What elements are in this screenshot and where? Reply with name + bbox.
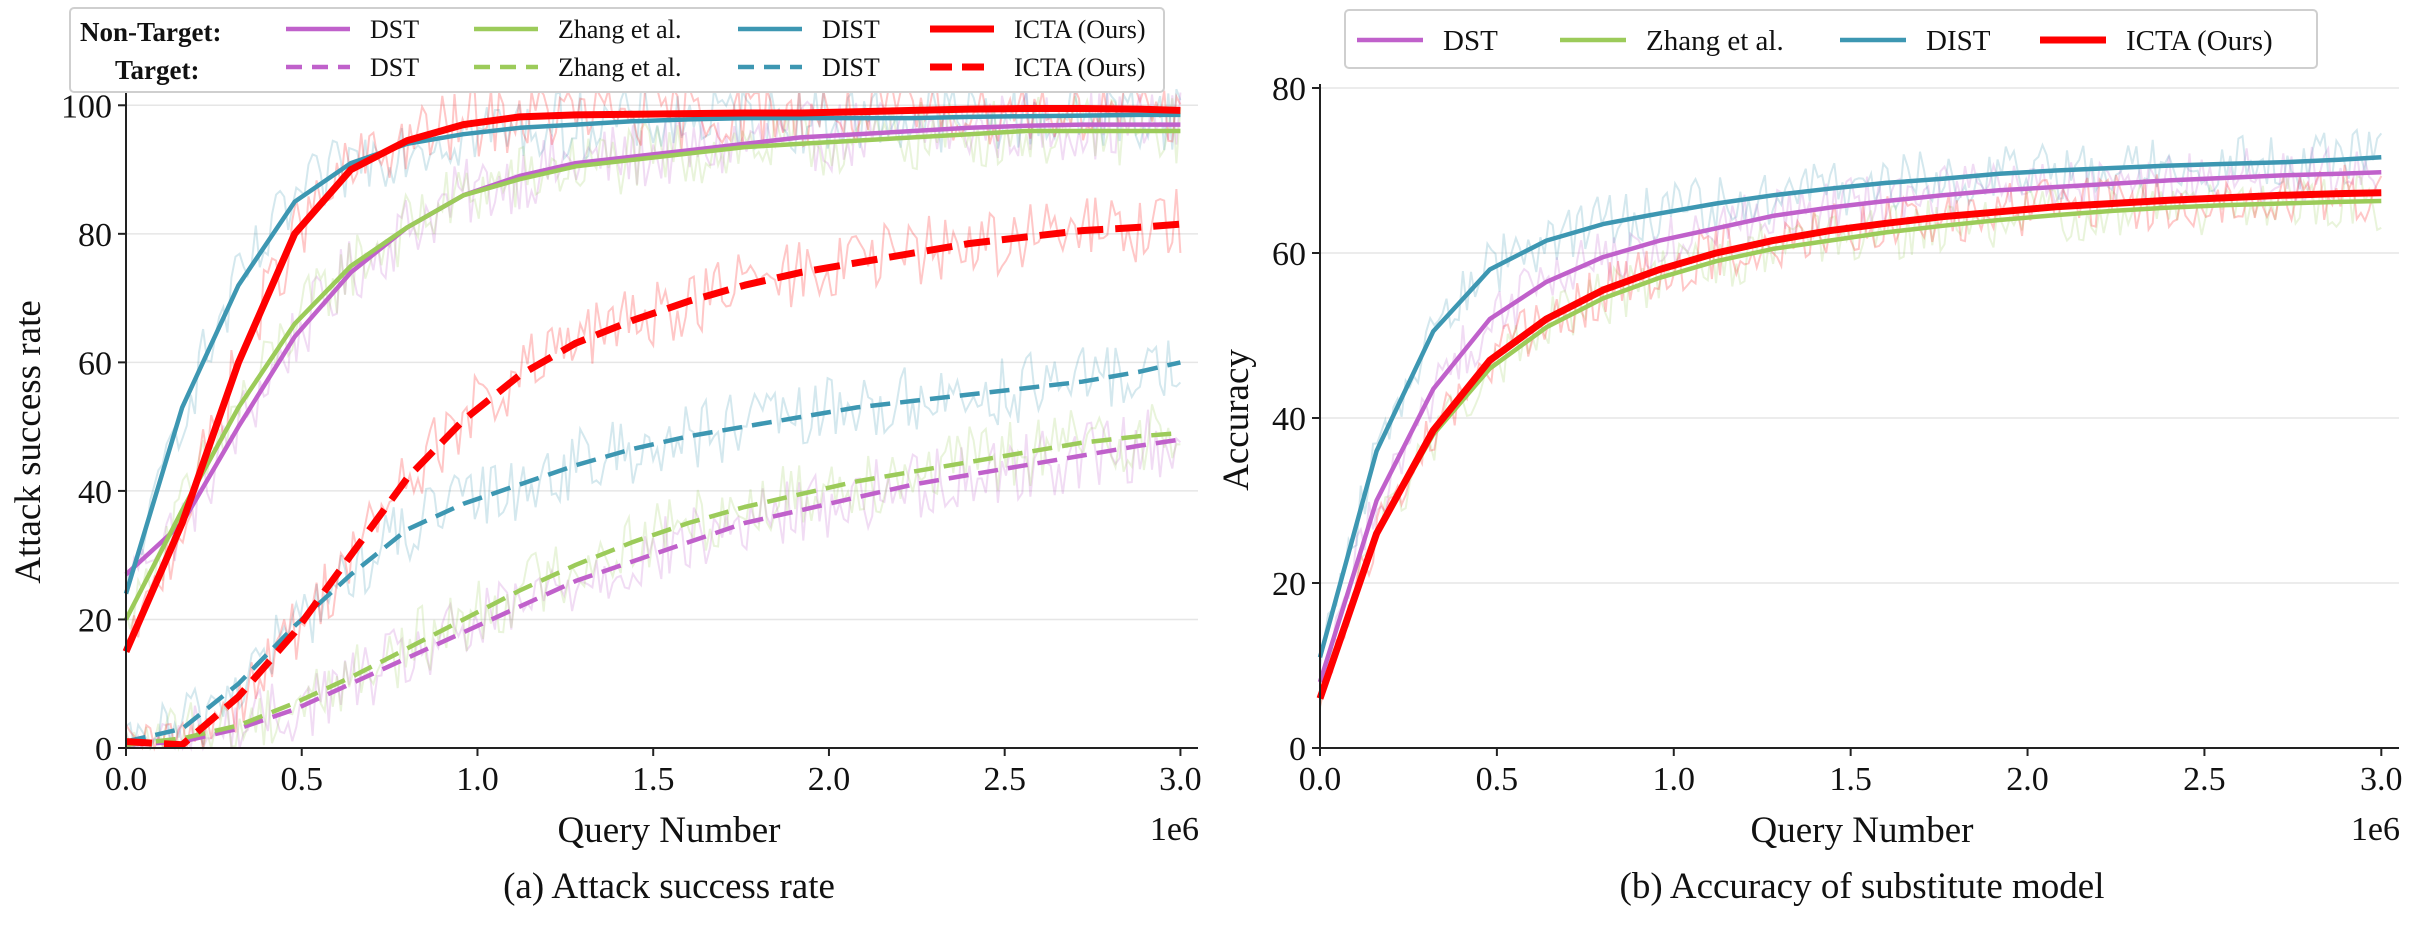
series-line-zhang-et-al-non-target [123, 128, 1181, 621]
y-tick-label: 100 [61, 88, 112, 125]
x-tick-label: 1.0 [1653, 761, 1696, 798]
y-tick-label: 20 [78, 602, 112, 639]
series-line-dst [1317, 169, 2382, 683]
ticks: 0.0 0.5 1.0 1.5 2.0 2.5 3.0 0 20 40 60 80 100 [61, 88, 1202, 798]
x-tick-label: 0.0 [105, 761, 148, 798]
legend-label-icta-ours: ICTA (Ours) [2126, 25, 2273, 57]
caption-b: (b) Accuracy of substitute model [1620, 866, 2105, 907]
y-tick-label: 80 [78, 217, 112, 254]
legend-label-dst: DST [1443, 25, 1498, 57]
legend-label-dist: DIST [822, 53, 880, 82]
y-tick-label: 80 [1272, 71, 1306, 108]
legend-box [1344, 9, 2318, 69]
ticks: 0.0 0.5 1.0 1.5 2.0 2.5 3.0 0 20 40 60 80 [1272, 71, 2403, 798]
x-tick-label: 3.0 [1159, 761, 1202, 798]
noise-trace-icta-ours [1319, 164, 2383, 707]
x-tick-label: 2.5 [2183, 761, 2226, 798]
series-line-dst-non-target [124, 122, 1181, 577]
x-tick-label: 1.5 [1829, 761, 1872, 798]
legend-label-zhang-et-al: Zhang et al. [1646, 25, 1784, 57]
x-tick-label: 0.5 [1476, 761, 1519, 798]
series-line-zhang-et-al-target [125, 430, 1181, 748]
x-axis-label: Query Number [558, 810, 781, 851]
legend-label-dist: DIST [1926, 25, 1991, 57]
y-axis-label: Accuracy [1216, 349, 1257, 491]
y-tick-label: 0 [95, 731, 112, 768]
axes [125, 82, 1198, 749]
legend-label-icta-ours: ICTA (Ours) [1014, 53, 1146, 82]
noise-trace-zhang-et-al-non-target [125, 96, 1182, 630]
legend: DST Zhang et al. DIST ICTA (Ours) [1344, 9, 2318, 69]
y-tick-label: 40 [1272, 401, 1306, 438]
x-tick-label: 2.5 [983, 761, 1026, 798]
series-line-dist-non-target [123, 112, 1181, 595]
series-line-icta-ours-target [125, 220, 1181, 749]
caption-a: (a) Attack success rate [503, 866, 835, 907]
axes [1319, 84, 2399, 749]
series-line-icta-ours [1316, 189, 2382, 700]
x-tick-label: 0.5 [280, 761, 323, 798]
noise-traces [1319, 127, 2383, 710]
legend-target-label: Target: [115, 55, 199, 85]
series-line-zhang-et-al [1317, 198, 2382, 700]
legend-label-dist: DIST [822, 15, 880, 44]
x-tick-label: 3.0 [2360, 761, 2403, 798]
noise-trace-dist [1319, 127, 2383, 667]
y-tick-label: 40 [78, 474, 112, 511]
x-tick-label: 0.0 [1299, 761, 1342, 798]
chart-attack-success-rate: 0.0 0.5 1.0 1.5 2.0 2.5 3.0 0 20 40 60 80 100 Query … [8, 7, 1202, 907]
series-line-dist [1317, 155, 2382, 658]
legend-label-icta-ours: ICTA (Ours) [1014, 15, 1146, 44]
x-offset-label: 1e6 [1150, 811, 1199, 848]
x-tick-label: 1.0 [456, 761, 499, 798]
series-line-dst-target [125, 437, 1181, 748]
x-tick-label: 1.5 [632, 761, 675, 798]
legend-label-zhang-et-al: Zhang et al. [558, 15, 681, 44]
x-tick-label: 2.0 [2006, 761, 2049, 798]
legend-non-target-label: Non-Target: [80, 17, 222, 47]
noise-trace-dist-non-target [125, 85, 1182, 584]
chart-accuracy-substitute-model: 0.0 0.5 1.0 1.5 2.0 2.5 3.0 0 20 40 60 80 Query Num… [1216, 9, 2403, 907]
noise-trace-icta-ours-target [125, 189, 1182, 752]
grid [126, 104, 1198, 621]
grid [1320, 87, 2399, 584]
noise-trace-zhang-et-al [1319, 175, 2382, 710]
y-axis-label: Attack success rate [8, 300, 49, 584]
series-lines [1316, 155, 2382, 700]
series-line-icta-ours-non-target [122, 105, 1181, 654]
x-offset-label: 1e6 [2351, 811, 2400, 848]
legend-label-zhang-et-al: Zhang et al. [558, 53, 681, 82]
y-tick-label: 60 [1272, 236, 1306, 273]
legend-label-dst: DST [370, 15, 419, 44]
y-tick-label: 60 [78, 345, 112, 382]
x-axis-label: Query Number [1751, 810, 1974, 851]
legend: Non-Target: Target: DST DST Zhang et al. Zh… [69, 7, 1165, 93]
legend-label-dst: DST [370, 53, 419, 82]
y-tick-label: 0 [1289, 731, 1306, 768]
x-tick-label: 2.0 [808, 761, 851, 798]
noise-trace-dist-target [125, 340, 1182, 751]
y-tick-label: 20 [1272, 566, 1306, 603]
series-lines [122, 105, 1181, 749]
series-line-dist-target [125, 360, 1181, 744]
